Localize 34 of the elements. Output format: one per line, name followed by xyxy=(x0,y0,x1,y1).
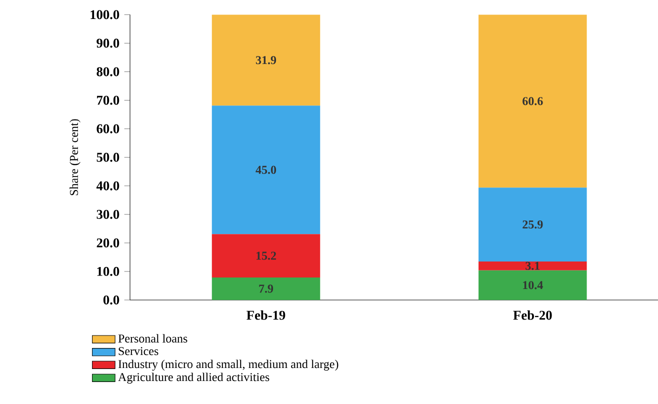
x-tick-label: Feb-20 xyxy=(513,310,552,320)
data-label: 60.6 xyxy=(522,97,543,106)
y-tick-label: 30.0 xyxy=(96,210,120,219)
y-tick-label: 80.0 xyxy=(96,67,120,76)
x-tick-label: Feb-19 xyxy=(246,310,286,320)
y-tick-label: 20.0 xyxy=(96,238,120,248)
data-label: 25.9 xyxy=(522,220,543,229)
data-label: 45.0 xyxy=(256,166,276,174)
bar xyxy=(212,14,320,106)
bar xyxy=(478,188,587,262)
bar xyxy=(212,106,320,234)
bar xyxy=(478,14,587,188)
y-tick-label: 60.0 xyxy=(96,124,120,134)
y-tick-label: 90.0 xyxy=(96,38,120,48)
bar xyxy=(478,261,587,270)
data-label: 31.9 xyxy=(256,56,276,64)
y-tick-label: 70.0 xyxy=(97,96,120,105)
data-label: 7.9 xyxy=(259,284,274,293)
y-tick-label: 50.0 xyxy=(96,152,120,162)
bar xyxy=(478,270,587,300)
y-tick-label: 10.0 xyxy=(97,266,120,276)
y-tick-label: 100.0 xyxy=(90,10,120,20)
y-tick-label: 0.0 xyxy=(103,295,120,305)
bar xyxy=(212,277,320,300)
legend-label: Industry (micro and small, medium and large) xyxy=(118,360,338,371)
data-label: 15.2 xyxy=(256,252,276,260)
legend-label: Personal loans xyxy=(118,334,188,343)
data-label: 3.1 xyxy=(526,262,540,270)
y-axis-title: Share (Per cent) xyxy=(70,119,80,196)
legend-label: Agriculture and allied activities xyxy=(118,372,270,384)
legend-label: Services xyxy=(118,347,158,356)
bar xyxy=(212,234,320,278)
data-label: 10.4 xyxy=(523,281,543,290)
y-tick-label: 40.0 xyxy=(96,181,120,190)
